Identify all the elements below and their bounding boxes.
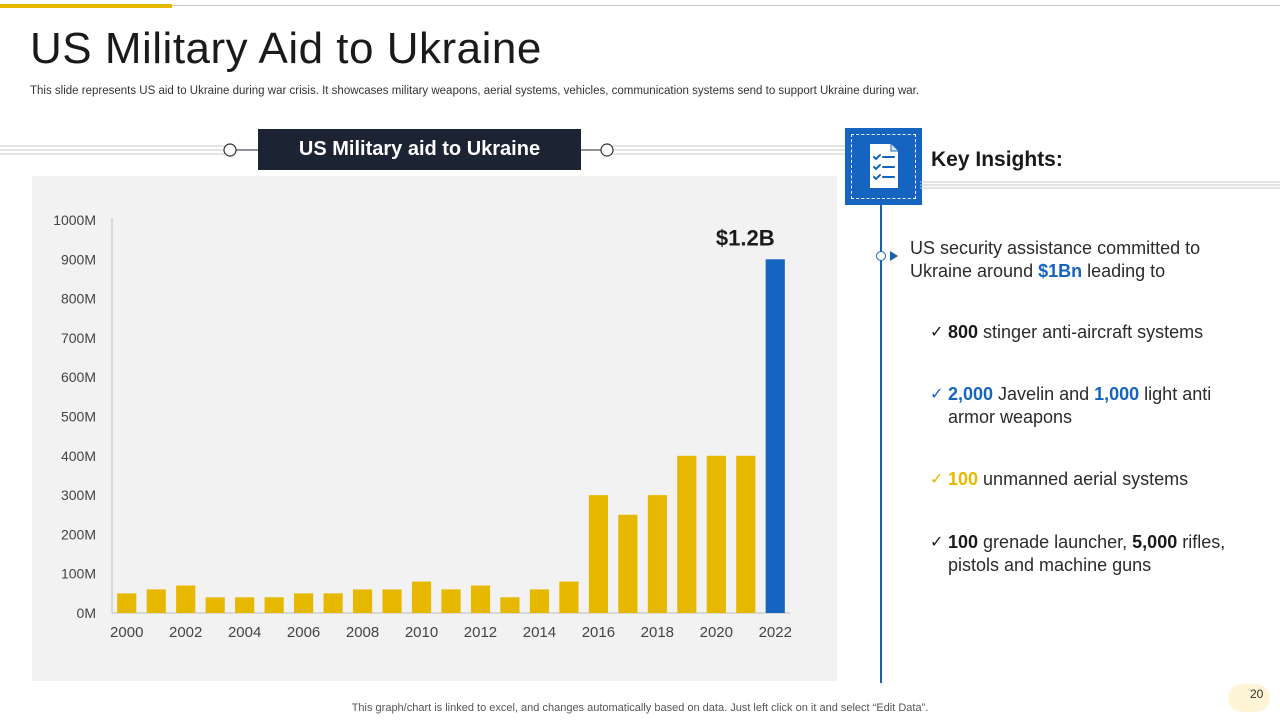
insights-title: Key Insights: [931,148,1063,171]
page-number: 20 [1250,687,1264,701]
y-tick-label: 100M [61,566,96,582]
y-tick-label: 300M [61,487,96,503]
y-tick-label: 700M [61,330,96,346]
insight-bullet: ✓ 100 grenade launcher, 5,000 rifles, pis… [930,531,1250,577]
insight-bullet-text: 100 unmanned aerial systems [948,469,1189,489]
chart-panel: 0M 100M 200M 300M 400M 500M 600M 700M 800M 900M 10… [32,176,837,681]
slide-title: US Military Aid to Ukraine [30,24,542,73]
x-tick-label: 2018 [641,624,674,641]
checkmark-icon: ✓ [930,471,944,488]
top-accent-bar [0,4,172,8]
bar-2022 [765,259,785,613]
bar-2013 [500,597,520,613]
bar-2001 [146,589,166,613]
x-tick-label: 2006 [287,624,320,641]
checkmark-icon: ✓ [930,386,944,403]
insights-timeline [880,205,882,683]
bar-2006 [294,593,314,613]
y-tick-label: 500M [61,409,96,425]
bar-2019 [677,455,697,613]
footer-note: This graph/chart is linked to excel, and… [351,702,929,714]
page-number-decoration [1228,684,1270,712]
timeline-arrow-icon [890,251,898,261]
x-tick-label: 2012 [464,624,497,641]
insights-title-underline [920,181,1280,189]
x-tick-label: 2008 [346,624,379,641]
bar-2010 [411,581,432,613]
y-tick-label: 800M [61,291,96,307]
y-tick-label: 0M [77,605,96,621]
chart-header: US Military aid to Ukraine [258,129,581,170]
checkmark-icon: ✓ [930,324,944,341]
bar-2005 [264,597,284,613]
bar-2012 [470,585,491,613]
x-tick-label: 2014 [523,624,556,641]
x-tick-label: 2016 [582,624,615,641]
insight-bullet-text: 2,000 Javelin and 1,000 light anti armor… [948,384,1212,427]
insight-bullet-text: 800 stinger anti-aircraft systems [948,322,1204,342]
checkmark-icon: ✓ [930,534,944,551]
top-rule [0,5,1280,6]
x-tick-label: 2010 [405,624,438,641]
bar-2000 [117,593,137,613]
bar-annotation-label: $1.2B [716,225,775,250]
bar-2008 [352,589,373,613]
y-tick-label: 600M [61,369,96,385]
x-tick-label: 2004 [228,624,261,641]
bar-2014 [529,589,550,613]
insight-main-highlight: $1Bn [1038,261,1083,281]
insights-icon-box [845,128,922,205]
bar-2002 [176,585,196,613]
x-tick-label: 2022 [759,624,792,641]
bar-2011 [441,589,461,613]
bar-2016 [588,495,608,613]
x-tick-label: 2020 [700,624,733,641]
chart-header-decoration [0,143,845,157]
x-tick-label: 2000 [110,624,143,641]
y-tick-label: 400M [61,448,96,464]
bar-2007 [323,593,343,613]
bar-2009 [382,589,402,613]
insight-bullet: ✓ 2,000 Javelin and 1,000 light anti armo… [930,383,1250,429]
insight-main-text: US security assistance committed to Ukra… [910,238,1201,281]
bar-chart: 0M 100M 200M 300M 400M 500M 600M 700M 800M 900M 10… [53,212,792,641]
bar-2020 [706,455,726,613]
x-tick-label: 2002 [169,624,202,641]
bar-2004 [235,597,255,613]
timeline-dot [876,251,886,261]
y-tick-label: 1000M [53,212,96,228]
bar-2003 [205,597,225,613]
bar-2015 [559,581,579,613]
bar-2021 [736,455,756,613]
insight-bullet: ✓ 100 unmanned aerial systems [930,468,1250,491]
bar-2017 [618,514,638,613]
y-tick-label: 200M [61,526,96,542]
insight-bullet-text: 100 grenade launcher, 5,000 rifles, pist… [948,532,1226,575]
y-tick-label: 900M [61,251,96,267]
bar-2018 [647,495,667,613]
insight-bullet: ✓ 800 stinger anti-aircraft systems [930,321,1250,344]
slide-subtitle: This slide represents US aid to Ukraine … [30,85,920,97]
document-checklist-icon [870,144,898,188]
